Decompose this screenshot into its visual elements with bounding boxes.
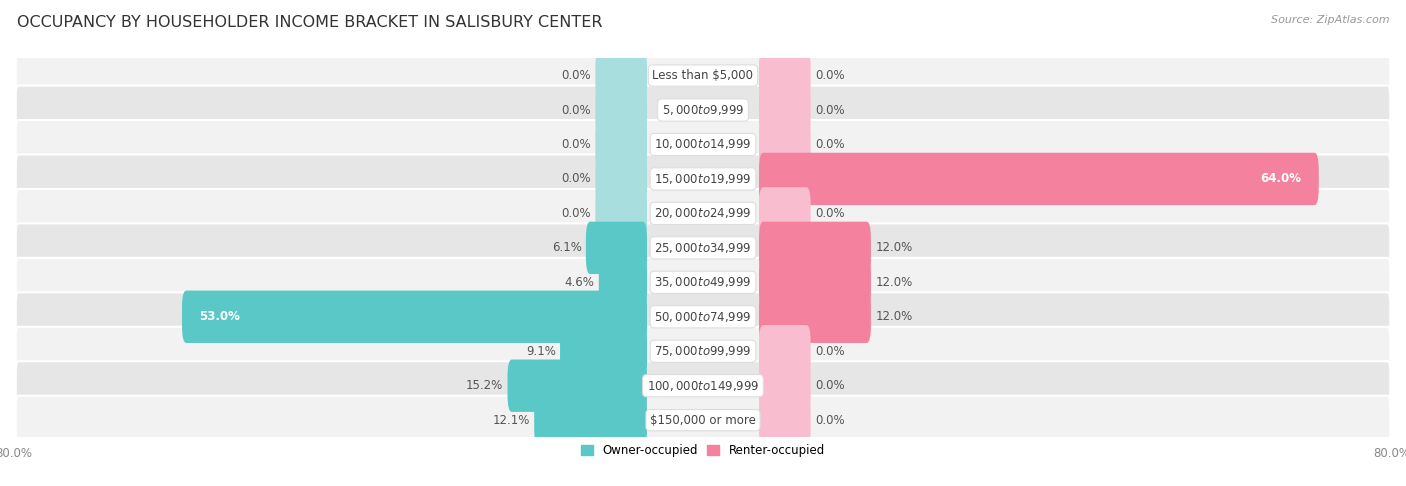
Text: $50,000 to $74,999: $50,000 to $74,999 [654,310,752,324]
Text: 0.0%: 0.0% [815,414,845,427]
FancyBboxPatch shape [595,84,647,136]
Text: $20,000 to $24,999: $20,000 to $24,999 [654,207,752,220]
FancyBboxPatch shape [759,291,870,343]
Text: $75,000 to $99,999: $75,000 to $99,999 [654,344,752,358]
FancyBboxPatch shape [181,291,647,343]
Text: 0.0%: 0.0% [561,173,591,186]
FancyBboxPatch shape [595,153,647,205]
FancyBboxPatch shape [759,153,1319,205]
FancyBboxPatch shape [560,325,647,378]
FancyBboxPatch shape [586,222,647,274]
Text: 9.1%: 9.1% [526,345,555,358]
FancyBboxPatch shape [15,189,1391,238]
Text: $25,000 to $34,999: $25,000 to $34,999 [654,241,752,255]
Text: 0.0%: 0.0% [561,69,591,82]
Text: $150,000 or more: $150,000 or more [650,414,756,427]
Text: $100,000 to $149,999: $100,000 to $149,999 [647,379,759,393]
Text: 0.0%: 0.0% [561,138,591,151]
Text: 12.0%: 12.0% [875,242,912,254]
FancyBboxPatch shape [534,394,647,446]
Text: 53.0%: 53.0% [200,310,240,323]
Legend: Owner-occupied, Renter-occupied: Owner-occupied, Renter-occupied [576,439,830,462]
Text: 6.1%: 6.1% [551,242,582,254]
Text: 12.0%: 12.0% [875,310,912,323]
FancyBboxPatch shape [15,396,1391,445]
FancyBboxPatch shape [15,120,1391,169]
FancyBboxPatch shape [759,325,811,378]
Text: $10,000 to $14,999: $10,000 to $14,999 [654,138,752,152]
FancyBboxPatch shape [759,118,811,171]
Text: $35,000 to $49,999: $35,000 to $49,999 [654,276,752,289]
FancyBboxPatch shape [15,155,1391,204]
Text: 0.0%: 0.0% [561,207,591,220]
FancyBboxPatch shape [15,86,1391,135]
FancyBboxPatch shape [15,224,1391,272]
Text: 64.0%: 64.0% [1261,173,1302,186]
Text: 0.0%: 0.0% [561,104,591,117]
FancyBboxPatch shape [15,327,1391,376]
FancyBboxPatch shape [759,394,811,446]
FancyBboxPatch shape [595,50,647,102]
Text: 0.0%: 0.0% [815,379,845,392]
Text: 4.6%: 4.6% [565,276,595,289]
Text: 0.0%: 0.0% [815,345,845,358]
FancyBboxPatch shape [759,256,870,309]
FancyBboxPatch shape [759,84,811,136]
FancyBboxPatch shape [759,50,811,102]
FancyBboxPatch shape [15,361,1391,410]
FancyBboxPatch shape [759,187,811,240]
FancyBboxPatch shape [759,222,870,274]
Text: 0.0%: 0.0% [815,104,845,117]
Text: $15,000 to $19,999: $15,000 to $19,999 [654,172,752,186]
FancyBboxPatch shape [15,292,1391,341]
Text: 15.2%: 15.2% [465,379,503,392]
FancyBboxPatch shape [759,360,811,412]
FancyBboxPatch shape [599,256,647,309]
FancyBboxPatch shape [15,258,1391,307]
FancyBboxPatch shape [595,118,647,171]
Text: 12.1%: 12.1% [492,414,530,427]
Text: Source: ZipAtlas.com: Source: ZipAtlas.com [1271,15,1389,25]
Text: 0.0%: 0.0% [815,138,845,151]
Text: OCCUPANCY BY HOUSEHOLDER INCOME BRACKET IN SALISBURY CENTER: OCCUPANCY BY HOUSEHOLDER INCOME BRACKET … [17,15,602,30]
Text: 12.0%: 12.0% [875,276,912,289]
Text: $5,000 to $9,999: $5,000 to $9,999 [662,103,744,117]
Text: 0.0%: 0.0% [815,69,845,82]
FancyBboxPatch shape [508,360,647,412]
FancyBboxPatch shape [15,51,1391,100]
Text: Less than $5,000: Less than $5,000 [652,69,754,82]
Text: 0.0%: 0.0% [815,207,845,220]
FancyBboxPatch shape [595,187,647,240]
